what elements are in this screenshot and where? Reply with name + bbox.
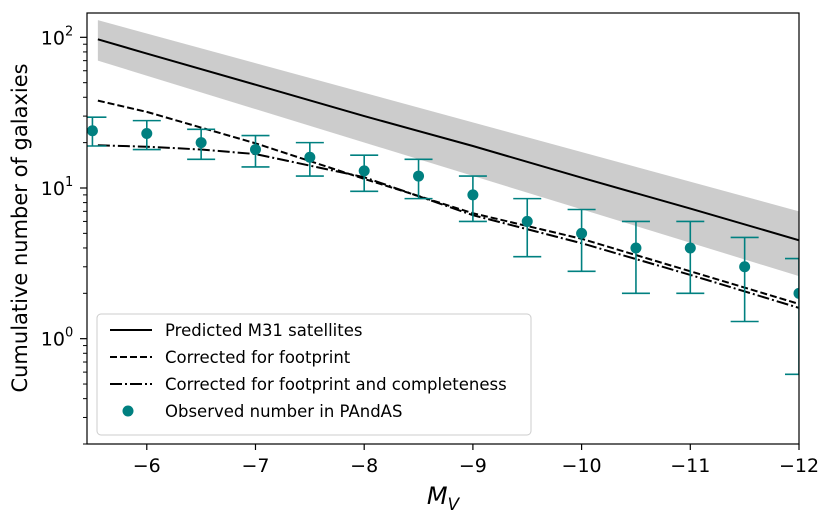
- legend-box: [96, 313, 532, 436]
- observed-point: [739, 261, 751, 273]
- observed-point-group: [785, 257, 799, 376]
- legend-observed-marker: [122, 405, 134, 417]
- observed-point: [195, 137, 207, 149]
- observed-point: [358, 165, 370, 177]
- x-axis: −6 −7 −8 −9 −10 −11 −12: [133, 444, 819, 477]
- x-tick-label: −8: [350, 455, 378, 477]
- observed-point: [793, 287, 799, 299]
- x-tick-label: −6: [133, 455, 161, 477]
- observed-point-group: [187, 128, 216, 161]
- x-tick-label: −11: [670, 455, 710, 477]
- observed-point-group: [132, 119, 161, 151]
- observed-layer: [87, 116, 799, 376]
- observed-point: [467, 189, 479, 201]
- observed-point: [413, 170, 425, 182]
- legend-label-predicted: Predicted M31 satellites: [165, 321, 362, 340]
- legend-label-observed: Observed number in PAndAS: [165, 402, 402, 421]
- observed-point-group: [350, 154, 379, 193]
- x-axis-label: MV: [427, 482, 461, 515]
- band-layer: [97, 20, 799, 277]
- observed-point-group: [295, 141, 324, 177]
- predicted-line: [97, 38, 799, 242]
- legend: Predicted M31 satellites Corrected for f…: [96, 313, 532, 436]
- observed-point-group: [730, 236, 759, 323]
- x-tick-label: −10: [562, 455, 602, 477]
- prediction-band: [97, 20, 799, 277]
- plot-frame: [86, 12, 800, 445]
- observed-point: [87, 125, 98, 137]
- observed-point-group: [404, 158, 433, 200]
- observed-point-group: [458, 175, 487, 223]
- observed-point-group: [87, 116, 107, 147]
- x-tick-label: −7: [241, 455, 269, 477]
- y-tick-label: 101: [41, 175, 73, 200]
- observed-point: [141, 127, 153, 139]
- observed-point-group: [676, 220, 705, 295]
- y-axis: 100 101 102: [41, 24, 87, 445]
- observed-point: [249, 144, 261, 156]
- observed-point-group: [513, 197, 542, 258]
- observed-point-group: [567, 208, 596, 273]
- observed-point: [576, 227, 588, 239]
- observed-point: [684, 242, 696, 254]
- observed-point-group: [241, 134, 270, 168]
- observed-point: [630, 242, 642, 254]
- observed-point: [304, 151, 316, 163]
- y-tick-label: 100: [41, 326, 73, 351]
- x-tick-label: −12: [779, 455, 819, 477]
- y-axis-label: Cumulative number of galaxies: [8, 63, 32, 392]
- observed-point: [521, 215, 533, 227]
- observed-point-group: [621, 220, 650, 295]
- y-tick-label: 102: [41, 24, 73, 49]
- legend-label-footprint: Corrected for footprint: [165, 348, 351, 367]
- legend-label-completeness: Corrected for footprint and completeness: [165, 375, 507, 394]
- x-tick-label: −9: [459, 455, 487, 477]
